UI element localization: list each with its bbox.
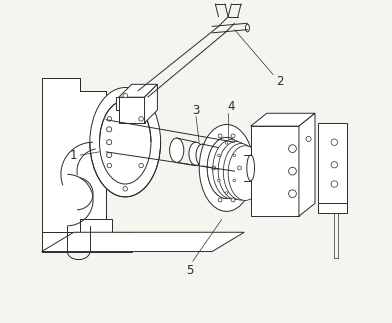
Polygon shape [42,232,244,252]
Circle shape [238,166,241,170]
Polygon shape [299,113,315,216]
Circle shape [331,139,338,145]
Circle shape [107,140,112,145]
Ellipse shape [207,137,246,199]
Circle shape [289,145,296,152]
Text: 3: 3 [192,104,200,117]
Text: 1: 1 [70,149,78,162]
Circle shape [231,198,235,202]
Ellipse shape [245,24,249,32]
Polygon shape [119,84,158,97]
Circle shape [331,181,338,187]
Circle shape [218,179,220,182]
Circle shape [107,117,112,121]
Circle shape [107,163,112,168]
Circle shape [212,166,216,170]
Polygon shape [318,203,347,213]
Circle shape [218,134,222,138]
Ellipse shape [199,124,254,211]
Circle shape [233,179,236,182]
Circle shape [225,141,228,144]
Ellipse shape [100,100,151,184]
Ellipse shape [170,138,184,162]
Text: 2: 2 [276,75,283,88]
Circle shape [233,154,236,157]
Polygon shape [145,84,158,123]
Circle shape [107,127,112,132]
Polygon shape [116,91,148,110]
Polygon shape [250,126,299,216]
Ellipse shape [213,140,250,199]
Polygon shape [42,219,132,252]
Circle shape [289,167,296,175]
Polygon shape [125,91,148,104]
Circle shape [306,136,311,141]
Polygon shape [250,113,315,126]
Circle shape [123,93,127,98]
Ellipse shape [228,146,262,200]
Ellipse shape [218,141,254,199]
Circle shape [225,192,228,194]
Ellipse shape [90,88,161,197]
Circle shape [107,152,112,158]
Text: 5: 5 [186,264,193,277]
Circle shape [139,117,143,121]
Ellipse shape [212,147,225,169]
Polygon shape [119,97,145,123]
Polygon shape [42,78,106,232]
Ellipse shape [189,142,203,165]
Text: 4: 4 [228,100,235,113]
Circle shape [139,163,143,168]
Polygon shape [318,123,347,203]
Circle shape [218,154,220,157]
Ellipse shape [207,137,246,199]
Ellipse shape [196,144,209,166]
Ellipse shape [223,143,259,200]
Circle shape [231,134,235,138]
Ellipse shape [247,155,254,181]
Circle shape [123,187,127,191]
Circle shape [218,198,222,202]
Circle shape [331,162,338,168]
Ellipse shape [100,118,112,153]
Circle shape [289,190,296,198]
